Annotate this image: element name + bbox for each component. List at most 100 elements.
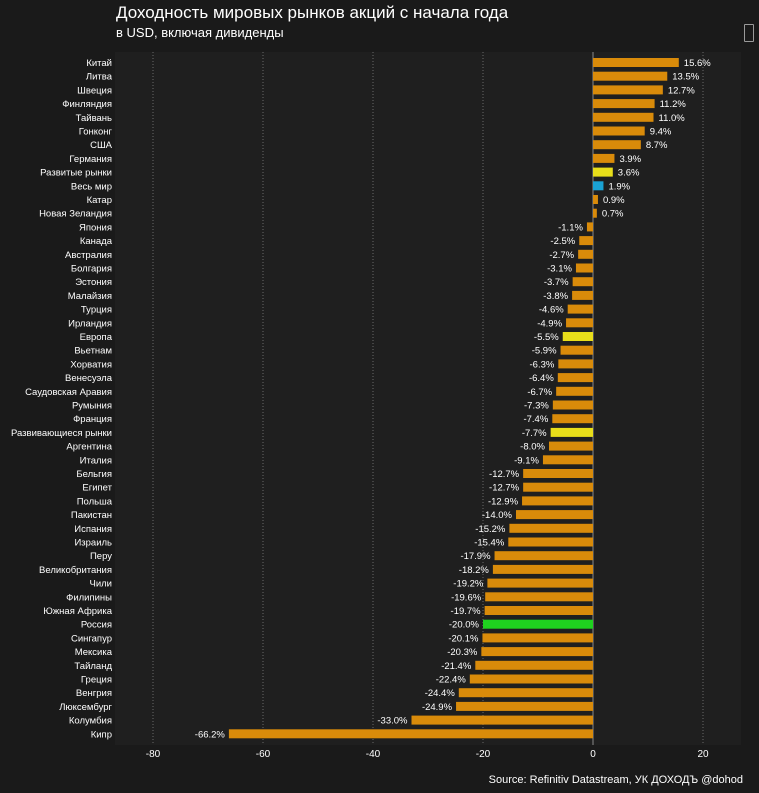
bar bbox=[556, 386, 593, 396]
category-label: Весь мир bbox=[71, 181, 112, 192]
category-label: Венгрия bbox=[76, 688, 112, 699]
value-label: -2.5% bbox=[550, 236, 575, 247]
chart-title: Доходность мировых рынков акций с начала… bbox=[116, 3, 509, 22]
bar bbox=[593, 195, 598, 204]
value-label: 3.9% bbox=[619, 154, 641, 165]
category-label: Кипр bbox=[91, 729, 112, 740]
value-label: -20.0% bbox=[449, 620, 480, 631]
category-label: Россия bbox=[81, 620, 112, 631]
category-label: Польша bbox=[77, 496, 113, 507]
value-label: 12.7% bbox=[668, 85, 695, 96]
bar bbox=[494, 551, 593, 561]
bar bbox=[593, 58, 679, 67]
gridlines bbox=[152, 52, 704, 745]
value-label: -7.4% bbox=[523, 414, 548, 425]
value-label: 9.4% bbox=[650, 127, 672, 138]
bar bbox=[572, 277, 593, 287]
value-label: -6.3% bbox=[530, 359, 555, 370]
bar bbox=[579, 236, 593, 246]
bar bbox=[228, 729, 593, 739]
bar bbox=[508, 537, 593, 547]
bar bbox=[481, 647, 593, 657]
category-label: Аргентина bbox=[66, 442, 112, 453]
bar bbox=[558, 359, 593, 369]
category-label: Греция bbox=[81, 675, 112, 686]
bar bbox=[593, 167, 613, 177]
value-label: 3.6% bbox=[618, 168, 640, 179]
bar bbox=[566, 318, 593, 328]
category-label: Австралия bbox=[65, 250, 112, 261]
bar bbox=[593, 112, 654, 122]
bar bbox=[487, 578, 593, 588]
value-label: 11.0% bbox=[659, 113, 686, 124]
category-label: Тайланд bbox=[74, 661, 112, 672]
bar bbox=[557, 373, 593, 383]
value-label: -2.7% bbox=[549, 250, 574, 261]
category-label: Италия bbox=[80, 455, 112, 466]
category-label: Болгария bbox=[71, 264, 112, 275]
value-label: 8.7% bbox=[646, 140, 668, 151]
category-label: Пакистан bbox=[71, 510, 112, 521]
category-label: Гонконг bbox=[79, 127, 113, 138]
bar bbox=[593, 181, 604, 191]
category-label: Развивающиеся рынки bbox=[11, 428, 112, 439]
value-label: 13.5% bbox=[672, 72, 699, 83]
value-label: -19.7% bbox=[451, 606, 482, 617]
value-label: -3.1% bbox=[547, 264, 572, 275]
bar bbox=[523, 482, 593, 492]
category-label: Филипины bbox=[66, 592, 112, 603]
category-label: Франция bbox=[73, 414, 112, 425]
bar bbox=[593, 71, 668, 81]
bar bbox=[575, 263, 593, 273]
bar bbox=[485, 592, 593, 602]
value-label: -12.9% bbox=[488, 496, 519, 507]
bar bbox=[572, 290, 593, 300]
category-label: Саудовская Аравия bbox=[25, 387, 112, 398]
category-label: Финляндия bbox=[62, 99, 112, 110]
category-label: Румыния bbox=[72, 401, 112, 412]
category-label: Канада bbox=[80, 236, 113, 247]
value-label: 11.2% bbox=[660, 99, 687, 110]
category-label: Хорватия bbox=[70, 359, 112, 370]
source-note: Source: Refinitiv Datastream, УК ДОХОДЪ … bbox=[488, 774, 743, 786]
category-label: Мексика bbox=[75, 647, 113, 658]
bar bbox=[482, 633, 593, 643]
category-label: Тайвань bbox=[76, 113, 112, 124]
bar bbox=[552, 414, 593, 424]
bars bbox=[228, 58, 679, 739]
bar bbox=[484, 606, 593, 615]
category-label: Египет bbox=[82, 483, 112, 494]
bar bbox=[549, 441, 593, 451]
category-label: США bbox=[90, 140, 113, 151]
chart-subtitle: в USD, включая дивиденды bbox=[116, 25, 284, 40]
category-labels: Китай Литва Швеция Финляндия Тайвань Гонконг С… bbox=[11, 58, 113, 740]
bar bbox=[475, 660, 593, 670]
category-label: Развитые рынки bbox=[40, 168, 112, 179]
category-label: Эстония bbox=[75, 277, 112, 288]
menu-icon[interactable] bbox=[744, 24, 754, 42]
category-label: Великобритания bbox=[39, 565, 112, 576]
bar bbox=[578, 249, 593, 259]
bar bbox=[523, 469, 593, 478]
value-label: 1.9% bbox=[608, 181, 630, 192]
bar bbox=[516, 510, 593, 520]
x-tick-label: -60 bbox=[256, 749, 271, 760]
category-label: Ирландия bbox=[68, 318, 112, 329]
category-label: Бельгия bbox=[76, 469, 112, 480]
x-tick-label: -40 bbox=[366, 749, 381, 760]
bar bbox=[509, 523, 593, 533]
bar bbox=[492, 564, 593, 574]
category-label: Малайзия bbox=[68, 291, 112, 302]
x-tick-label: -20 bbox=[476, 749, 491, 760]
value-labels: 15.6% 13.5% 12.7% 11.2% 11.0% 9.4% 8.7% 3.9% 3.6… bbox=[195, 58, 711, 740]
value-label: -3.7% bbox=[544, 277, 569, 288]
value-label: -5.5% bbox=[534, 332, 559, 343]
value-label: -20.3% bbox=[447, 647, 478, 658]
value-label: -24.4% bbox=[425, 688, 456, 699]
value-label: -12.7% bbox=[489, 469, 520, 480]
category-label: Япония bbox=[79, 222, 112, 233]
category-label: Китай bbox=[86, 58, 112, 69]
bar bbox=[542, 455, 593, 465]
value-label: -33.0% bbox=[377, 716, 408, 727]
value-label: -14.0% bbox=[482, 510, 513, 521]
